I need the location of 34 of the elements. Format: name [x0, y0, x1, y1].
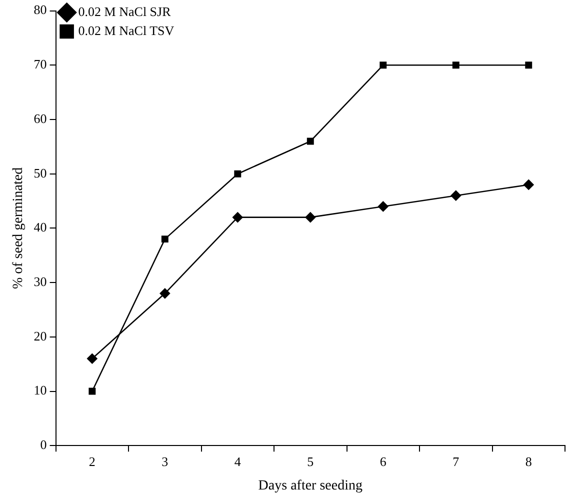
point [232, 212, 243, 222]
x-tick-label: 8 [525, 454, 532, 469]
point [523, 180, 534, 190]
y-tick-label: 40 [34, 220, 47, 235]
x-tick-label: 5 [307, 454, 314, 469]
point [378, 201, 388, 212]
point [450, 190, 462, 201]
point [306, 138, 314, 145]
y-tick-label: 50 [34, 165, 47, 180]
point [161, 236, 168, 243]
y-tick-label: 70 [34, 56, 47, 72]
y-tick-label: 30 [34, 274, 47, 289]
x-tick-label: 7 [452, 454, 460, 469]
point [452, 62, 460, 69]
point [87, 353, 98, 364]
y-tick-label: 60 [34, 110, 47, 126]
point [234, 170, 242, 178]
point [88, 388, 96, 395]
x-tick-label: 3 [162, 454, 168, 469]
x-axis-title: Days after seeding [258, 478, 362, 494]
point [305, 212, 316, 222]
y-axis-title: % of seed germinated [11, 167, 26, 290]
y-tick-label: 0 [40, 437, 47, 452]
legend-label: 0.02 M NaCl TSV [78, 22, 175, 38]
point [525, 62, 532, 69]
y-tick-label: 80 [34, 2, 47, 18]
x-tick-label: 4 [234, 454, 242, 469]
x-tick-label: 6 [380, 454, 387, 469]
legend-label: 0.02 M NaCl SJR [78, 4, 172, 19]
y-tick-label: 20 [34, 328, 47, 344]
point [380, 62, 387, 69]
point [160, 288, 170, 299]
y-tick-label: 10 [34, 382, 47, 398]
x-tick-label: 2 [88, 454, 96, 469]
